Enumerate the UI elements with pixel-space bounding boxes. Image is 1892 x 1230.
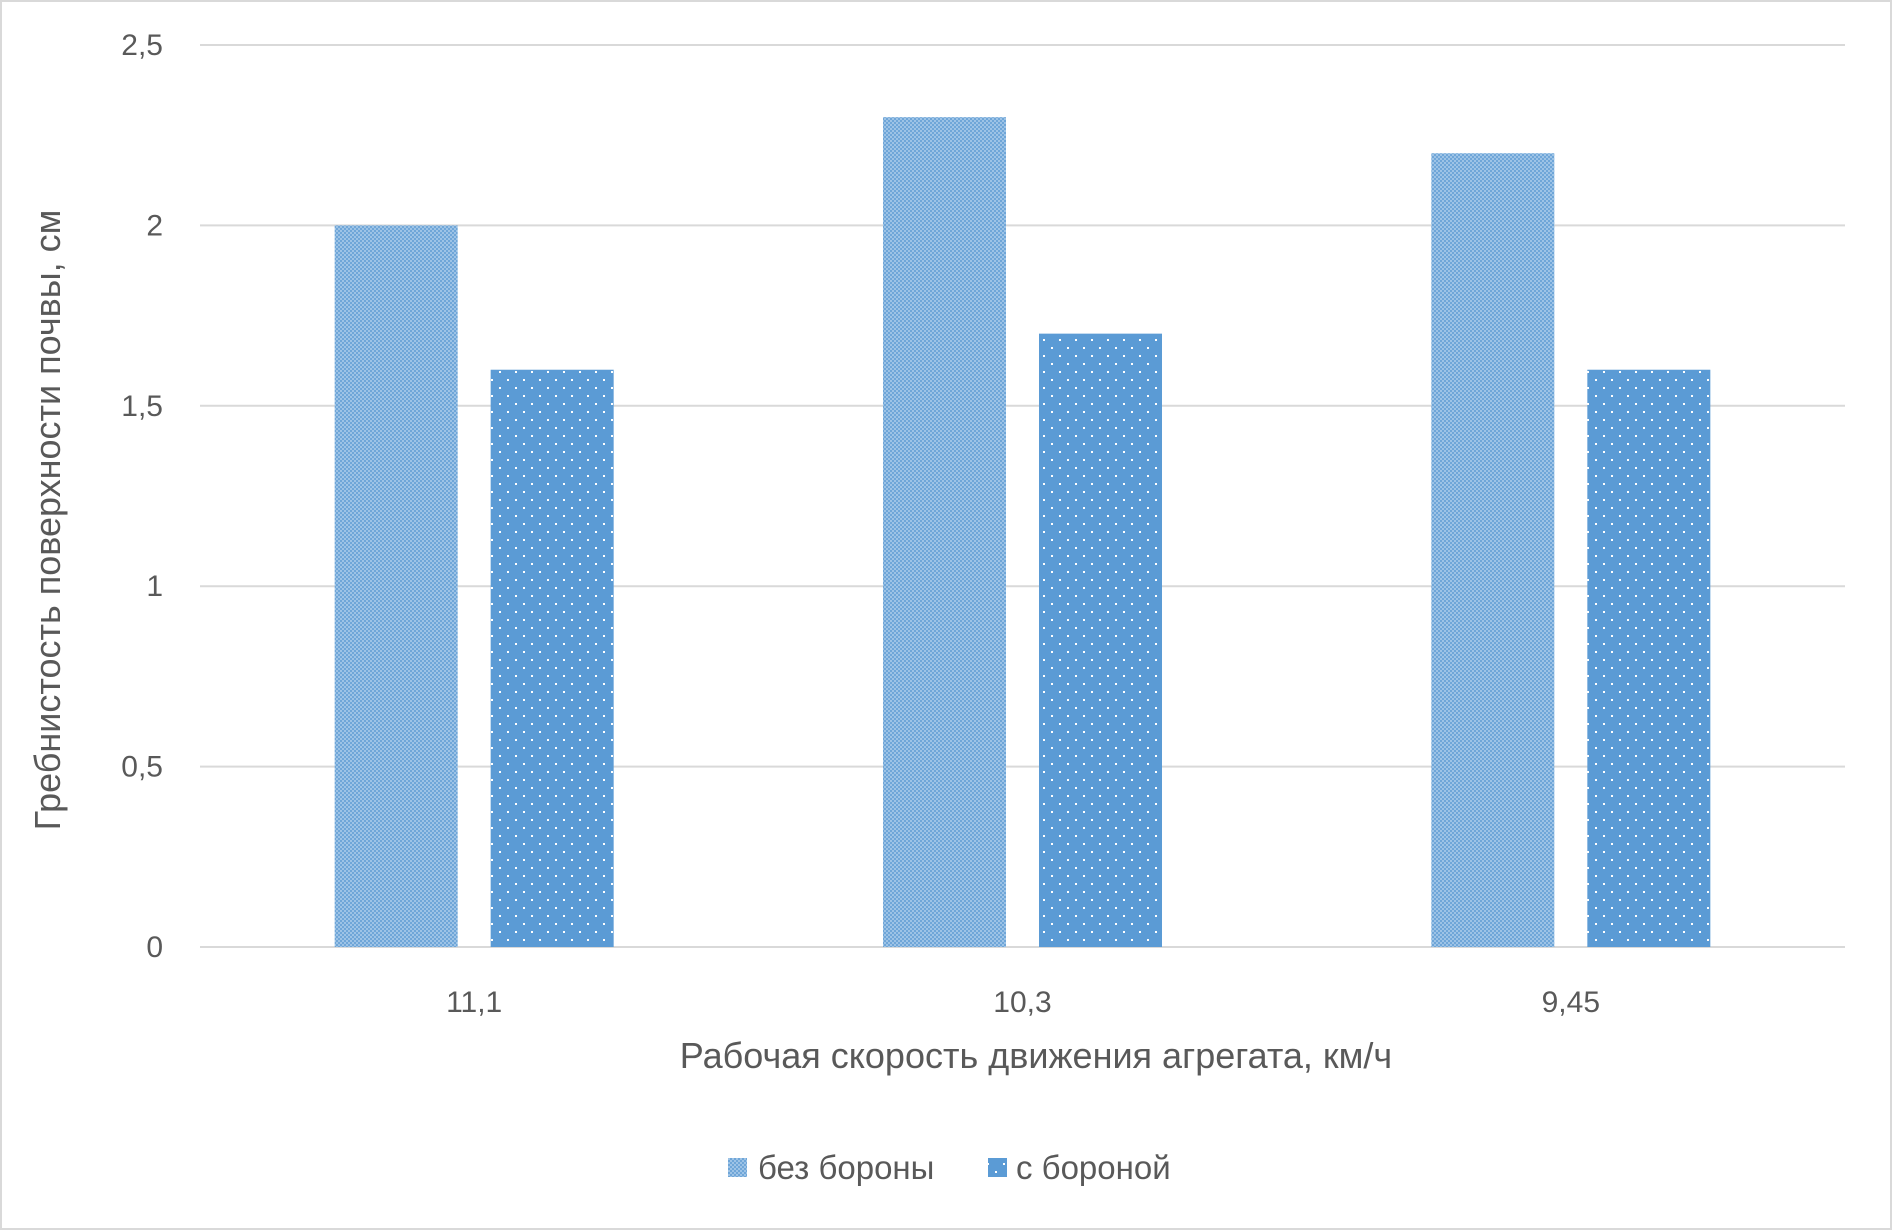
x-axis-title: Рабочая скорость движения агрегата, км/ч — [680, 1035, 1392, 1076]
bar-s-boronoy-0 — [490, 369, 614, 948]
x-tick-label: 11,1 — [446, 986, 502, 1019]
bar-bez-borony-1 — [883, 117, 1006, 947]
y-tick-label: 0,5 — [121, 751, 163, 784]
x-tick-label: 9,45 — [1542, 986, 1600, 1019]
legend-label: без бороны — [758, 1149, 934, 1186]
bar-bez-borony-0 — [334, 225, 458, 947]
y-axis-ticks: 0 0,5 1 1,5 2 2,5 — [121, 29, 163, 964]
gridlines — [200, 44, 1845, 948]
y-tick-label: 0 — [146, 931, 163, 964]
y-tick-label: 1 — [146, 570, 163, 603]
x-tick-label: 10,3 — [993, 986, 1051, 1019]
legend-swatch — [728, 1158, 747, 1177]
y-tick-label: 1,5 — [121, 390, 163, 423]
bar-bez-borony-2 — [1431, 153, 1555, 948]
y-axis-title: Гребнистость поверхности почвы, см — [27, 210, 68, 831]
legend-label: с бороной — [1016, 1149, 1171, 1186]
y-tick-label: 2 — [146, 209, 163, 242]
bars — [334, 117, 1711, 948]
bar-s-boronoy-2 — [1587, 369, 1711, 948]
legend-swatch — [988, 1158, 1007, 1177]
bar-s-boronoy-1 — [1039, 333, 1162, 947]
legend: без бороны с бороной — [728, 1149, 1171, 1186]
y-tick-label: 2,5 — [121, 29, 163, 62]
x-axis-ticks: 11,1 10,3 9,45 — [446, 986, 1600, 1019]
